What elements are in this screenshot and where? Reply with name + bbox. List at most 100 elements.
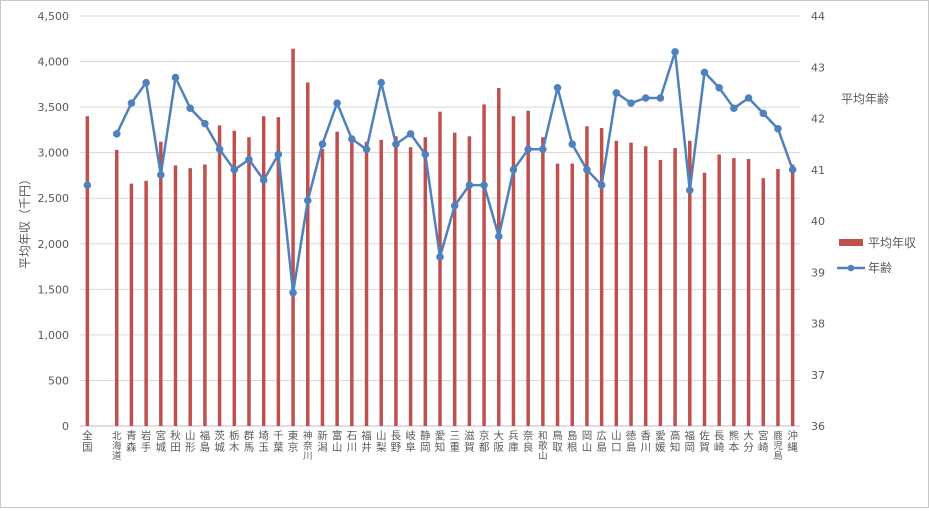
y-right-tick-label: 36: [811, 420, 825, 433]
y-left-tick-label: 3,500: [38, 101, 70, 114]
axis-labels: 0 500 1,000 1,500 2,000 2,500 3,000 3,500 4,000 4…: [18, 10, 889, 462]
bar: [541, 137, 545, 426]
x-tick-label: 岩手: [141, 429, 152, 454]
line-point: [274, 150, 283, 159]
line-point: [568, 140, 577, 148]
line-point: [406, 130, 415, 138]
x-tick-label: 山口: [611, 430, 622, 454]
y-right-tick-label: 39: [811, 266, 825, 279]
line-point: [436, 253, 444, 261]
bar: [702, 172, 707, 426]
line-point: [201, 119, 209, 128]
bar: [585, 126, 589, 426]
bar: [658, 159, 663, 426]
line-point: [450, 201, 459, 210]
bar: [776, 169, 780, 427]
x-tick-label: 愛知: [435, 429, 446, 454]
line-point: [583, 165, 591, 174]
x-tick-label: 青森: [126, 429, 137, 454]
y-left-tick-label: 2,500: [38, 192, 70, 205]
legend-label: 平均年収: [868, 236, 916, 250]
line-point: [730, 104, 738, 113]
y-left-tick-label: 3,000: [38, 147, 70, 160]
line-point: [788, 165, 797, 174]
bar: [247, 137, 251, 426]
line-point: [318, 140, 327, 148]
bar: [364, 141, 369, 426]
y-left-tick-label: 0: [62, 420, 69, 433]
line-point: [186, 104, 195, 113]
x-tick-label: 熊本: [729, 429, 740, 454]
x-tick-label: 千葉: [273, 430, 284, 454]
y-left-tick-label: 500: [48, 374, 69, 387]
line-point: [671, 48, 679, 56]
bar: [438, 111, 442, 427]
bar: [790, 164, 795, 426]
x-tick-label: 長崎: [714, 430, 725, 454]
legend-swatch-bar: [839, 239, 863, 246]
line-point: [700, 68, 709, 77]
x-tick-label: 沖縄: [787, 429, 798, 454]
bar: [599, 128, 604, 427]
x-tick-label: 茨城: [214, 429, 225, 454]
line-point: [627, 99, 635, 107]
line-point: [112, 130, 121, 138]
y-right-tick-label: 44: [811, 10, 825, 23]
y-right-axis-title: 平均年齢: [841, 91, 889, 106]
bar: [188, 168, 192, 426]
line-point: [494, 232, 503, 241]
x-tick-label: 静岡: [420, 429, 431, 454]
x-tick-label: 福井: [361, 429, 372, 454]
line-point: [142, 78, 150, 87]
line-point: [421, 150, 430, 159]
line-point: [656, 94, 665, 102]
line-point: [171, 73, 180, 82]
line-point: [392, 140, 400, 148]
line-point: [230, 165, 239, 174]
y-right-tick-label: 37: [811, 369, 825, 382]
x-tick-label: 愛媛: [655, 429, 666, 454]
bar: [85, 116, 90, 426]
line-point: [377, 78, 386, 87]
line-point: [685, 186, 694, 195]
bar: [144, 180, 148, 426]
x-tick-label: 鳥取: [552, 429, 563, 454]
x-tick-label: 山形: [185, 430, 196, 454]
y-right-tick-label: 42: [811, 113, 825, 126]
line-point: [509, 165, 518, 174]
x-tick-label: 岡山: [582, 430, 593, 454]
x-tick-label: 兵庫: [508, 429, 519, 454]
y-left-tick-label: 1,000: [38, 329, 70, 342]
bar: [511, 116, 516, 426]
x-tick-label: 富山: [332, 429, 343, 454]
x-tick-label: 群馬: [244, 429, 255, 454]
bar: [291, 48, 295, 427]
x-tick-label: 大分: [743, 429, 754, 454]
y-right-tick-label: 41: [811, 164, 825, 177]
x-tick-label: 大阪: [494, 429, 505, 454]
bar: [761, 178, 766, 426]
x-tick-label: 岐阜: [405, 429, 416, 454]
x-tick-label: 長野: [391, 430, 402, 454]
x-tick-label: 全国: [82, 429, 93, 454]
x-tick-label: 徳島: [626, 429, 637, 454]
line-point: [553, 83, 562, 92]
y-right-tick-label: 43: [811, 61, 825, 74]
x-tick-label: 山梨: [376, 430, 387, 454]
bar: [173, 165, 178, 426]
x-tick-label: 栃木: [229, 429, 240, 454]
bar: [261, 116, 266, 426]
x-tick-label: 三重: [449, 430, 460, 454]
bar: [732, 158, 736, 426]
y-right-tick-label: 40: [811, 215, 825, 228]
y-left-tick-label: 4,500: [38, 10, 70, 23]
y-left-tick-label: 1,500: [38, 283, 70, 296]
line-point: [333, 99, 341, 107]
line-point: [259, 176, 268, 184]
bar: [629, 142, 633, 426]
x-tick-label: 東京: [288, 429, 299, 454]
x-tick-label: 香川: [640, 430, 651, 454]
